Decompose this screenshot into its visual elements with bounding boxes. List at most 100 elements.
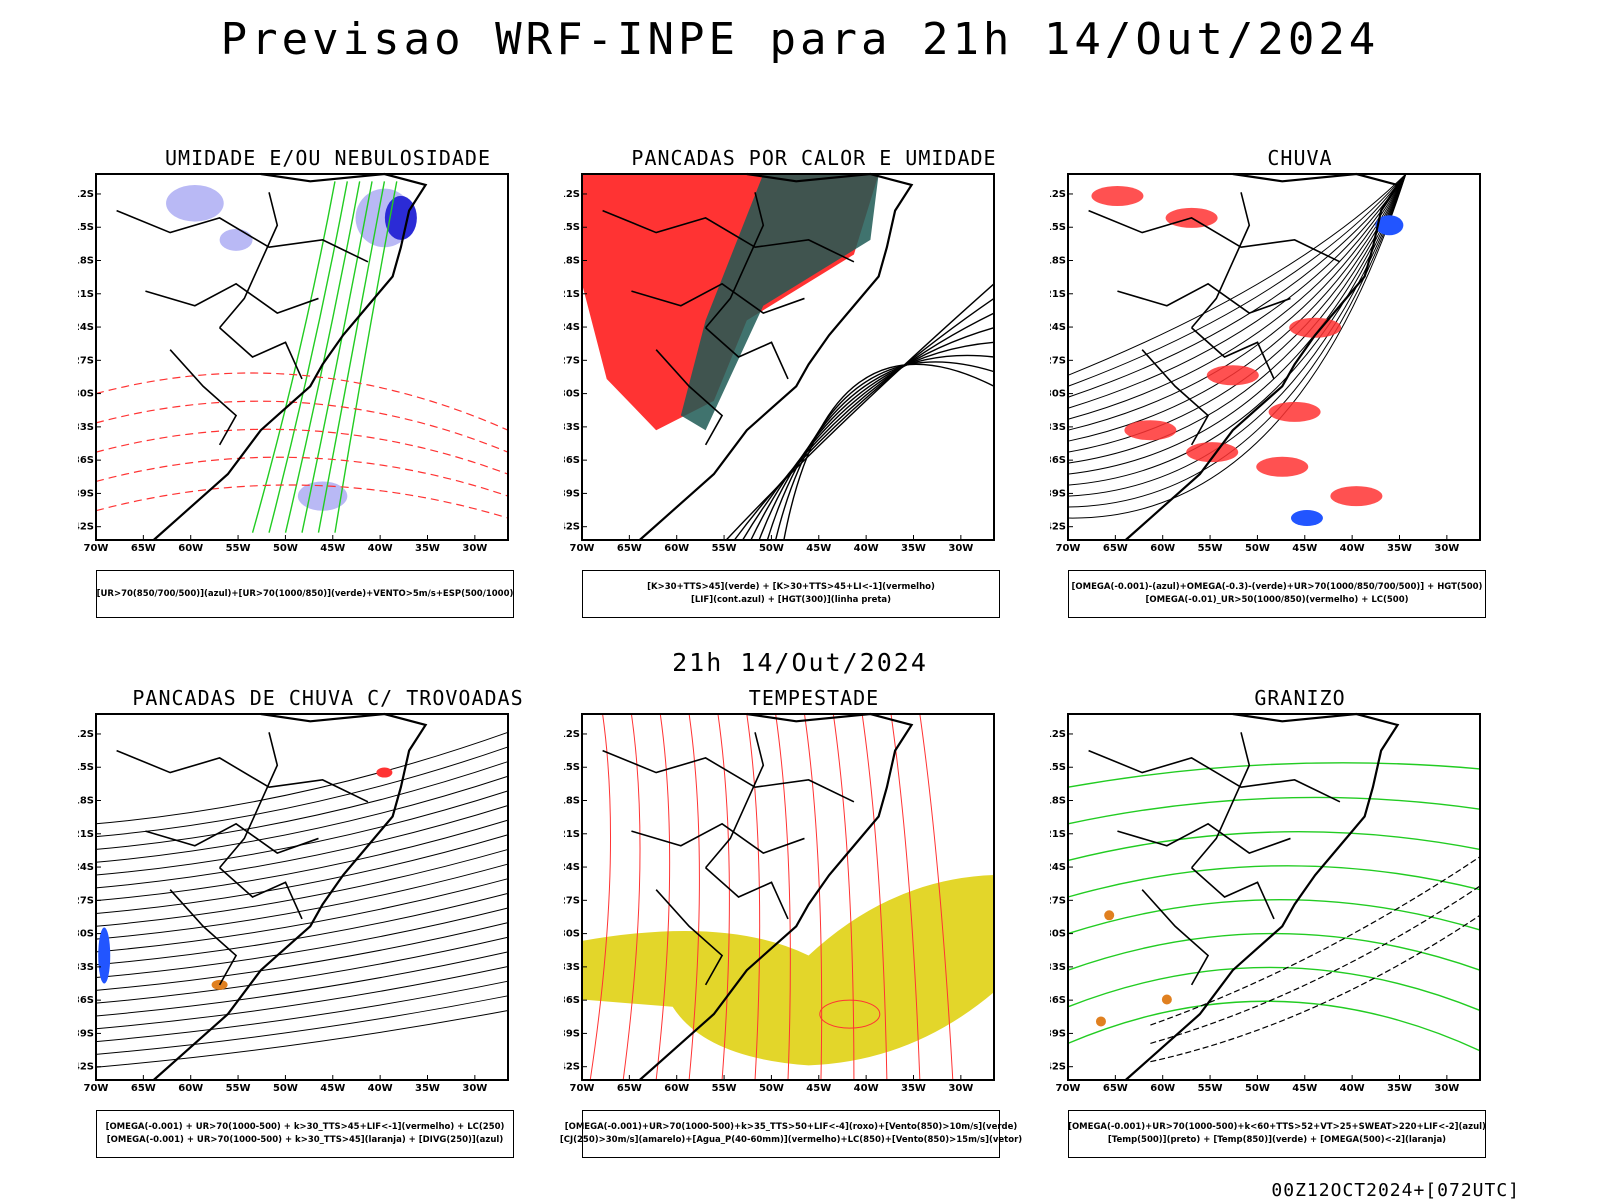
water-contour	[622, 713, 641, 1081]
thickness-contour	[95, 400, 509, 453]
lat-label: 36S	[564, 455, 580, 466]
lat-label: 21S	[564, 289, 580, 300]
lon-label: 65W	[1103, 1083, 1128, 1094]
map-content: 12S 15S 18S 21S 24S 27S 30S 33S 36S 39S 42S 70W 65W 6…	[78, 712, 509, 1094]
height-contour	[774, 361, 995, 541]
state-border	[655, 889, 724, 986]
lon-label: 50W	[759, 1083, 784, 1094]
legend-line: [OMEGA(-0.001)-(azul)+OMEGA(-0.3)-(verde…	[1071, 582, 1483, 592]
rain-area	[1091, 185, 1144, 206]
legend-box: [OMEGA(-0.001)+UR>70(1000-500)+k>35_TTS>…	[560, 1110, 1022, 1158]
lon-label: 30W	[1434, 543, 1459, 554]
temp500-contour	[1150, 856, 1481, 1026]
state-border	[169, 889, 238, 986]
legend-box: [UR>70(850/700/500)](azul)+[UR>70(1000/8…	[96, 570, 514, 618]
map-content: 12S 15S 18S 21S 24S 27S 30S 33S 36S 39S 42S 70W 65W 6…	[1050, 172, 1481, 554]
state-border	[704, 732, 765, 869]
legend-box: [OMEGA(-0.001)+UR>70(1000-500)+k<60+TTS>…	[1068, 1110, 1486, 1158]
lat-label: 39S	[564, 1028, 580, 1039]
map-humidity: 12S 15S 18S 21S 24S 27S 30S 33S 36S 39S 42S 70W 65W 6…	[78, 172, 509, 554]
humidity-area	[297, 481, 348, 511]
lat-label: 33S	[564, 962, 580, 973]
lon-label: 55W	[1198, 1083, 1223, 1094]
temp850-contour	[1067, 966, 1481, 1012]
lon-label: 40W	[368, 543, 393, 554]
legend-line: [Temp(500)](preto) + [Temp(850)](verde) …	[1107, 1135, 1447, 1145]
map-frame	[95, 713, 509, 1081]
lat-label: 27S	[564, 895, 580, 906]
lat-label: 27S	[564, 355, 580, 366]
lon-label: 45W	[1292, 543, 1317, 554]
state-border	[116, 209, 369, 263]
streamline	[1067, 173, 1407, 464]
streamline	[95, 848, 509, 927]
map-tempest: 12S 15S 18S 21S 24S 27S 30S 33S 36S 39S 42S 70W 65W 6…	[564, 712, 995, 1094]
jet-stream-area	[582, 875, 994, 1066]
map-frame	[1067, 713, 1481, 1081]
lon-label: 45W	[1292, 1083, 1317, 1094]
streamline	[1067, 173, 1407, 376]
lat-label: 42S	[1050, 1062, 1066, 1073]
coastline	[152, 172, 428, 541]
coastline	[638, 172, 914, 541]
map-hail: 12S 15S 18S 21S 24S 27S 30S 33S 36S 39S 42S 70W 65W 6…	[1050, 712, 1481, 1094]
state-border	[1141, 349, 1210, 446]
lat-label: 21S	[78, 829, 94, 840]
water-contour	[803, 713, 823, 1081]
lat-label: 18S	[78, 796, 94, 807]
streamline	[1067, 173, 1407, 442]
map-frame	[581, 173, 995, 541]
streamline	[95, 819, 509, 902]
streamline	[95, 761, 509, 850]
streamline	[1067, 173, 1407, 398]
panel-title: GRANIZO	[1254, 686, 1346, 710]
temp500-contour	[1150, 914, 1481, 1063]
lat-label: 27S	[1050, 895, 1066, 906]
state-border	[1117, 822, 1291, 854]
water-contour	[655, 713, 671, 1081]
map-frame	[1067, 173, 1481, 541]
streamline	[95, 936, 509, 1004]
lat-label: 24S	[78, 322, 94, 333]
coastline	[152, 712, 428, 1081]
lat-label: 18S	[1050, 256, 1066, 267]
humidity-contour	[284, 181, 361, 533]
lon-label: 35W	[901, 1083, 926, 1094]
lon-label: 60W	[1150, 1083, 1175, 1094]
map-content: 12S 15S 18S 21S 24S 27S 30S 33S 36S 39S 42S 70W 65W 6…	[564, 172, 995, 554]
heat-area-green	[680, 174, 879, 431]
state-border	[219, 327, 303, 380]
state-border	[602, 749, 855, 803]
legend-line: [CJ(250)>30m/s](amarelo)+[Agua_P(40-60mm…	[559, 1135, 1023, 1145]
lat-label: 15S	[78, 222, 94, 233]
divergence-area	[98, 927, 111, 984]
lon-label: 45W	[320, 1083, 345, 1094]
lon-label: 45W	[320, 543, 345, 554]
lat-label: 27S	[1050, 355, 1066, 366]
legend-line: [OMEGA(-0.001)+UR>70(1000-500)+k>35_TTS>…	[564, 1122, 1018, 1132]
humidity-area	[166, 184, 224, 222]
lat-label: 12S	[1050, 189, 1066, 200]
humidity-contour	[317, 181, 386, 533]
omega-area	[1104, 910, 1115, 921]
lat-label: 18S	[564, 796, 580, 807]
lon-label: 70W	[1056, 543, 1081, 554]
panel-title: UMIDADE E/OU NEBULOSIDADE	[164, 146, 492, 170]
lon-label: 60W	[178, 1083, 203, 1094]
storm-area	[376, 767, 393, 778]
temp850-contour	[1067, 865, 1481, 898]
state-border	[1141, 889, 1210, 986]
coastline	[1124, 172, 1400, 541]
thickness-contour	[95, 372, 509, 431]
state-border	[219, 867, 303, 920]
lat-label: 24S	[1050, 322, 1066, 333]
lat-label: 21S	[564, 829, 580, 840]
streamline	[1067, 173, 1407, 387]
omega-area	[1095, 1016, 1106, 1027]
lon-label: 30W	[948, 543, 973, 554]
state-border	[1117, 282, 1291, 314]
lon-label: 45W	[806, 1083, 831, 1094]
map-thunderstorms: 12S 15S 18S 21S 24S 27S 30S 33S 36S 39S 42S 70W 65W 6…	[78, 712, 509, 1094]
lat-label: 12S	[78, 189, 94, 200]
thickness-contour	[95, 484, 509, 519]
